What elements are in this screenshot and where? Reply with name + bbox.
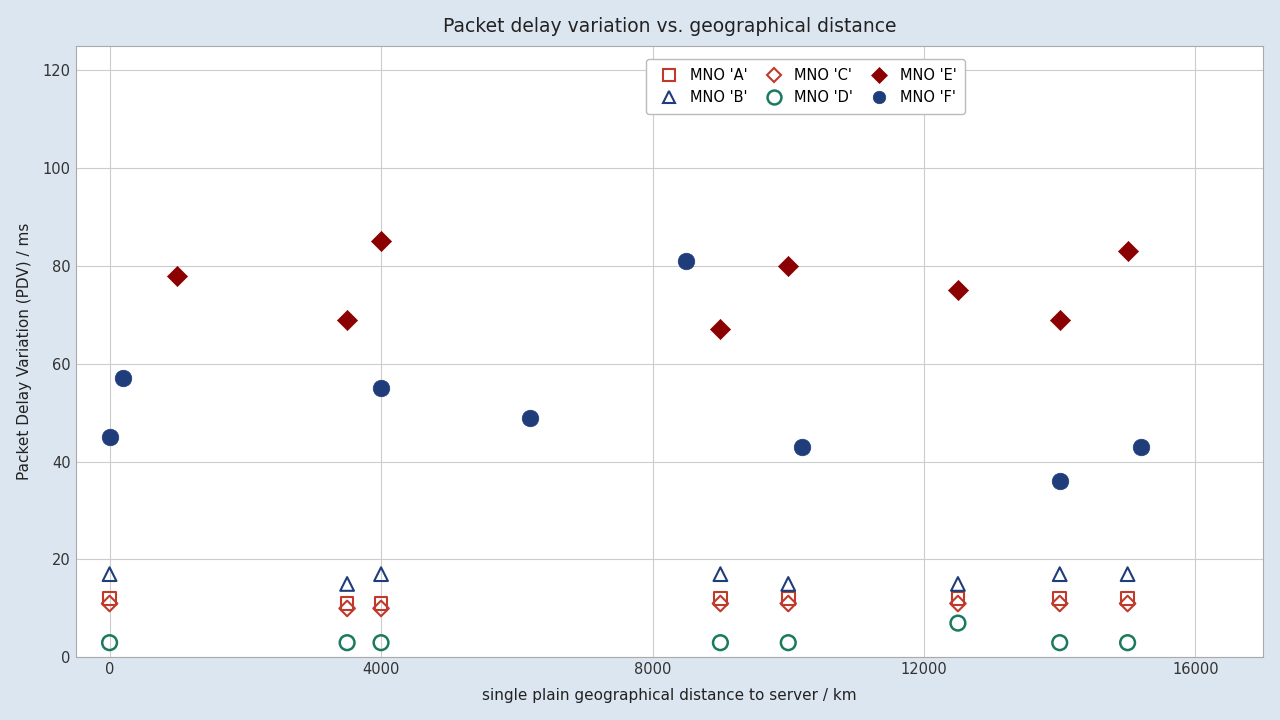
Point (168, 270, 188, 282)
Point (520, 412, 540, 423)
Point (100, 637, 120, 649)
Point (113, 373, 133, 384)
Point (1117, 598, 1138, 609)
Y-axis label: Packet Delay Variation (PDV) / ms: Packet Delay Variation (PDV) / ms (17, 222, 32, 480)
Point (100, 598, 120, 609)
Point (778, 637, 799, 649)
Point (710, 324, 731, 336)
Point (676, 255, 696, 266)
Point (947, 593, 968, 604)
Point (371, 382, 392, 394)
Point (947, 598, 968, 609)
Point (100, 593, 120, 604)
Point (1050, 475, 1070, 487)
Point (1050, 593, 1070, 604)
Point (337, 598, 357, 609)
Point (337, 314, 357, 325)
Legend: MNO 'A', MNO 'B', MNO 'C', MNO 'D', MNO 'E', MNO 'F': MNO 'A', MNO 'B', MNO 'C', MNO 'D', MNO … (646, 59, 965, 114)
Point (371, 235, 392, 247)
Point (371, 568, 392, 580)
Point (337, 637, 357, 649)
Point (710, 598, 731, 609)
Point (1117, 568, 1138, 580)
Point (371, 598, 392, 609)
Point (778, 598, 799, 609)
Point (710, 568, 731, 580)
Point (1132, 441, 1152, 453)
Point (947, 617, 968, 629)
Title: Packet delay variation vs. geographical distance: Packet delay variation vs. geographical … (443, 17, 896, 36)
Point (1117, 637, 1138, 649)
Point (371, 637, 392, 649)
Point (1117, 593, 1138, 604)
Point (100, 568, 120, 580)
Point (337, 603, 357, 614)
Point (778, 260, 799, 271)
Point (778, 578, 799, 590)
Point (710, 637, 731, 649)
Point (1050, 598, 1070, 609)
Point (1050, 314, 1070, 325)
Point (100, 431, 120, 443)
Point (1050, 568, 1070, 580)
Point (710, 593, 731, 604)
Point (947, 578, 968, 590)
X-axis label: single plain geographical distance to server / km: single plain geographical distance to se… (483, 688, 856, 703)
Point (947, 284, 968, 296)
Point (778, 593, 799, 604)
Point (1050, 637, 1070, 649)
Point (371, 603, 392, 614)
Point (1117, 246, 1138, 257)
Point (337, 578, 357, 590)
Point (791, 441, 812, 453)
